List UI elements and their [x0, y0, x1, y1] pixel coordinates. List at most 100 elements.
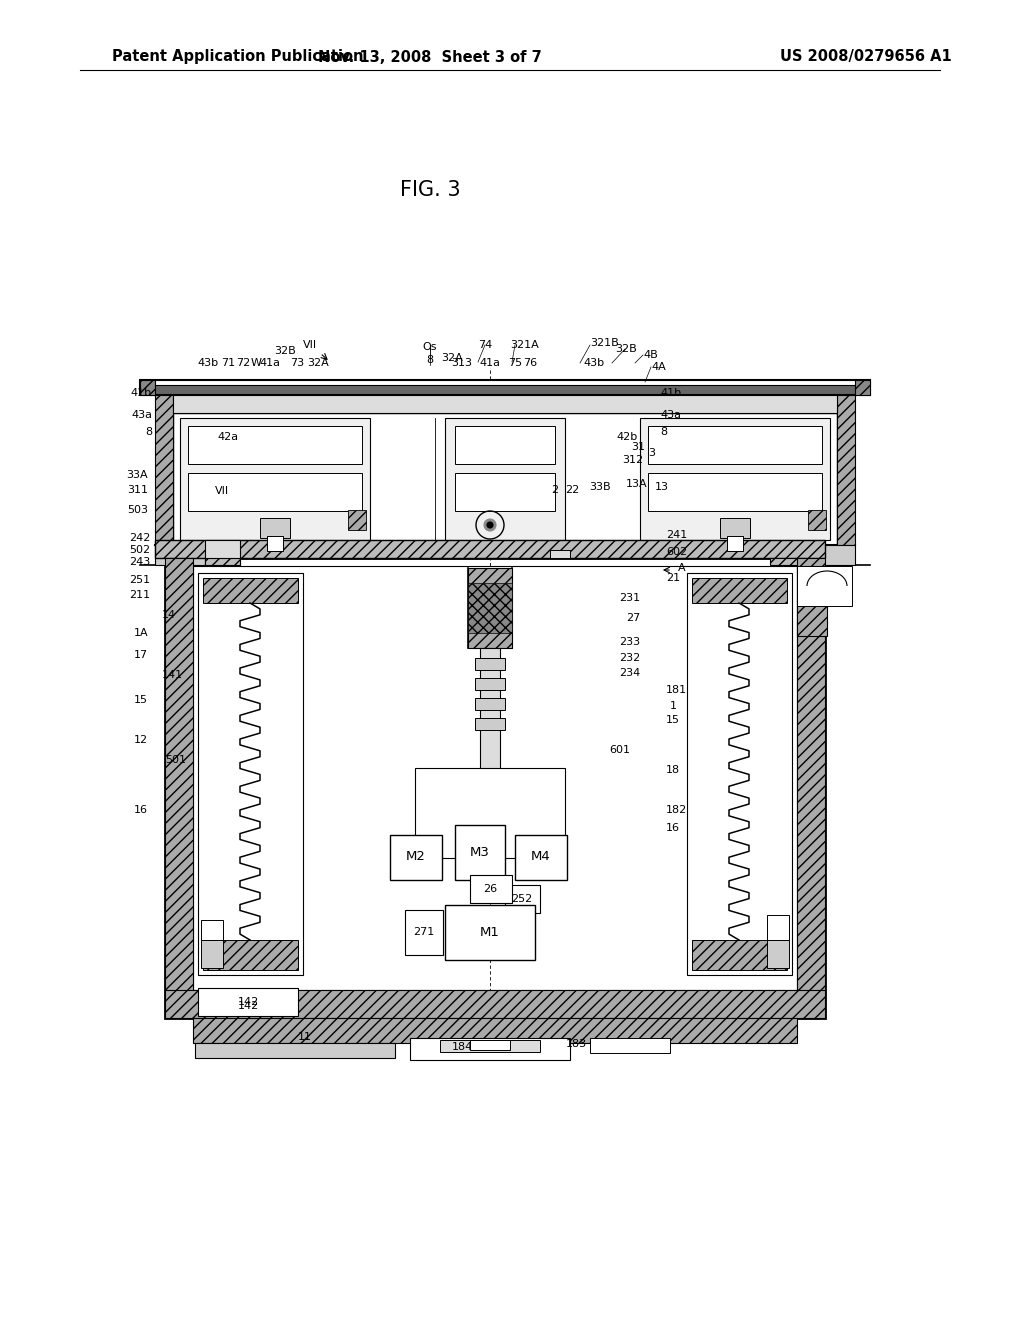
- Text: 1A: 1A: [133, 628, 148, 638]
- Text: 71: 71: [221, 358, 236, 368]
- Bar: [505, 884, 540, 913]
- Text: M3: M3: [470, 846, 489, 858]
- Text: Patent Application Publication: Patent Application Publication: [112, 49, 364, 65]
- Bar: [390, 836, 442, 880]
- Bar: [198, 573, 303, 975]
- Text: 18: 18: [666, 766, 680, 775]
- Text: VII: VII: [303, 341, 317, 350]
- Bar: [165, 558, 193, 1018]
- Bar: [445, 418, 565, 540]
- Text: 184: 184: [452, 1041, 473, 1052]
- Bar: [470, 1040, 510, 1049]
- Bar: [470, 545, 510, 558]
- Bar: [475, 657, 505, 671]
- Circle shape: [487, 521, 493, 528]
- Bar: [640, 418, 830, 540]
- Bar: [687, 573, 792, 975]
- Bar: [475, 718, 505, 730]
- Text: 141: 141: [162, 671, 183, 680]
- Text: 21: 21: [666, 573, 680, 583]
- Text: 17: 17: [134, 649, 148, 660]
- Bar: [455, 825, 505, 880]
- Bar: [475, 678, 505, 690]
- Text: 142: 142: [238, 1001, 259, 1011]
- Text: 13A: 13A: [627, 479, 648, 488]
- Text: 232: 232: [618, 653, 640, 663]
- Text: 32A: 32A: [307, 358, 329, 368]
- Text: 502: 502: [129, 545, 150, 554]
- Text: 311: 311: [127, 484, 148, 495]
- Text: 43a: 43a: [131, 411, 152, 420]
- Bar: [692, 578, 787, 603]
- Text: 73: 73: [290, 358, 304, 368]
- Text: 8: 8: [426, 355, 433, 366]
- Bar: [720, 517, 750, 539]
- Text: M4: M4: [531, 850, 551, 863]
- Bar: [140, 380, 870, 395]
- Text: 74: 74: [478, 341, 493, 350]
- Bar: [205, 540, 240, 565]
- Bar: [475, 698, 505, 710]
- Bar: [260, 517, 290, 539]
- Text: M1: M1: [480, 925, 500, 939]
- Bar: [267, 536, 283, 550]
- Text: 12: 12: [134, 735, 148, 744]
- Text: 41a: 41a: [479, 358, 501, 368]
- Bar: [155, 545, 205, 565]
- Text: 234: 234: [618, 668, 640, 678]
- Bar: [155, 395, 173, 545]
- Bar: [145, 380, 865, 385]
- Bar: [837, 395, 855, 545]
- Text: 32B: 32B: [615, 345, 637, 354]
- Bar: [203, 940, 298, 970]
- Bar: [173, 395, 837, 413]
- Text: 41b: 41b: [660, 388, 681, 399]
- Text: 501: 501: [165, 755, 186, 766]
- Text: 41b: 41b: [131, 388, 152, 399]
- Text: 2: 2: [552, 484, 558, 495]
- Text: 181: 181: [666, 685, 687, 696]
- Bar: [808, 510, 826, 531]
- Text: 313: 313: [452, 358, 472, 368]
- Text: 42b: 42b: [616, 432, 638, 442]
- Text: 16: 16: [134, 805, 148, 814]
- Bar: [140, 380, 155, 395]
- Text: 8: 8: [660, 426, 667, 437]
- Text: 13: 13: [655, 482, 669, 492]
- Bar: [797, 566, 827, 636]
- Bar: [406, 909, 443, 954]
- Bar: [692, 940, 787, 970]
- Text: 76: 76: [523, 358, 537, 368]
- Bar: [648, 473, 822, 511]
- Bar: [805, 545, 855, 565]
- Bar: [440, 1040, 540, 1052]
- Bar: [201, 920, 223, 940]
- Bar: [165, 558, 825, 1018]
- Text: 41a: 41a: [259, 358, 281, 368]
- Bar: [155, 540, 825, 558]
- Text: 182: 182: [666, 805, 687, 814]
- Bar: [193, 566, 797, 990]
- Text: 15: 15: [134, 696, 148, 705]
- Text: 32B: 32B: [274, 346, 296, 356]
- Bar: [797, 558, 825, 1018]
- Text: 312: 312: [622, 455, 643, 465]
- Bar: [550, 550, 570, 558]
- Text: 142: 142: [238, 997, 259, 1007]
- Text: 321B: 321B: [590, 338, 618, 348]
- Bar: [188, 426, 362, 465]
- Text: US 2008/0279656 A1: US 2008/0279656 A1: [780, 49, 951, 65]
- Text: 243: 243: [129, 557, 150, 568]
- Text: 602: 602: [666, 546, 687, 557]
- Text: 242: 242: [129, 533, 150, 543]
- Text: 601: 601: [609, 744, 630, 755]
- Text: 1: 1: [670, 701, 677, 711]
- Bar: [770, 558, 805, 565]
- Bar: [767, 940, 790, 968]
- Text: 33B: 33B: [589, 482, 610, 492]
- Text: 26: 26: [483, 884, 497, 894]
- Bar: [165, 990, 825, 1018]
- Bar: [480, 648, 500, 847]
- Bar: [470, 875, 512, 903]
- Text: 252: 252: [511, 894, 532, 904]
